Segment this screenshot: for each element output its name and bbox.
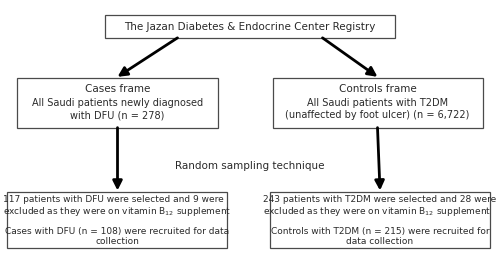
Bar [272, 78, 482, 128]
Text: The Jazan Diabetes & Endocrine Center Registry: The Jazan Diabetes & Endocrine Center Re… [124, 22, 376, 32]
Bar [18, 78, 218, 128]
Text: Cases with DFU (n = 108) were recruited for data
collection: Cases with DFU (n = 108) were recruited … [6, 227, 230, 246]
Text: 243 patients with T2DM were selected and 28 were
excluded as they were on vitami: 243 patients with T2DM were selected and… [264, 195, 496, 218]
Bar [105, 15, 395, 38]
Text: All Saudi patients with T2DM
(unaffected by foot ulcer) (n = 6,722): All Saudi patients with T2DM (unaffected… [286, 98, 470, 120]
Text: Controls with T2DM (n = 215) were recruited for
data collection: Controls with T2DM (n = 215) were recrui… [270, 227, 490, 246]
Text: Cases frame: Cases frame [85, 84, 150, 94]
Text: Controls frame: Controls frame [338, 84, 416, 94]
Text: Random sampling technique: Random sampling technique [176, 161, 325, 171]
Bar [270, 192, 490, 248]
Text: All Saudi patients newly diagnosed
with DFU (n = 278): All Saudi patients newly diagnosed with … [32, 98, 203, 120]
Text: 117 patients with DFU were selected and 9 were
excluded as they were on vitamin : 117 patients with DFU were selected and … [4, 195, 232, 218]
Bar [8, 192, 228, 248]
